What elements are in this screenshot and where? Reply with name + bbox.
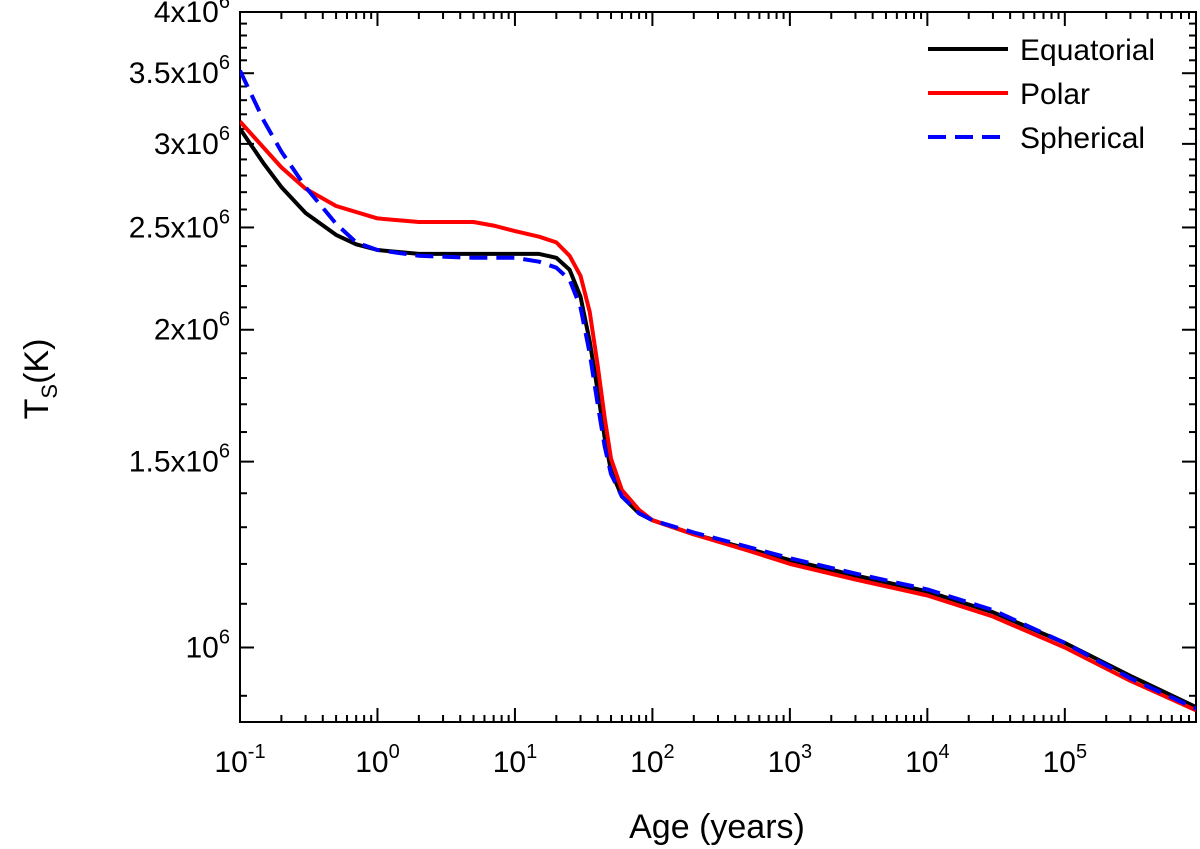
y-tick-label: 1.5x106 [129, 441, 230, 479]
y-axis-title-rest: (K) [18, 339, 56, 384]
x-tick-label: 100 [355, 741, 400, 779]
series-line-equatorial [240, 127, 1196, 709]
x-tick-label: 105 [1043, 741, 1088, 779]
y-tick-label: 2x106 [154, 309, 230, 347]
series-line-polar [240, 120, 1196, 713]
series-layer [240, 69, 1196, 713]
y-axis: 106 1.5x106 2x106 2.5x106 3x106 3.5x106 4x106 [129, 0, 1196, 697]
x-tick-label: 103 [768, 741, 813, 779]
legend-label-equatorial: Equatorial [1020, 34, 1155, 67]
y-axis-title: TS(K) [18, 339, 62, 420]
legend: Equatorial Polar Spherical [928, 34, 1155, 155]
x-axis-title: Age (years) [629, 808, 805, 846]
y-tick-label: 3x106 [154, 123, 230, 161]
y-axis-title-sub: S [37, 384, 62, 399]
plot-border [239, 11, 1197, 723]
y-tick-label: 2.5x106 [129, 206, 230, 244]
plot-frame [239, 11, 1197, 723]
legend-label-spherical: Spherical [1020, 122, 1145, 155]
x-tick-label: 102 [630, 741, 675, 779]
x-axis: 10-1 100 101 102 103 104 105 [214, 12, 1197, 779]
y-tick-label: 3.5x106 [129, 52, 230, 90]
series-line-spherical [240, 69, 1196, 711]
x-tick-label: 104 [905, 741, 950, 779]
y-axis-title-main: T [18, 399, 56, 420]
x-tick-label: 101 [493, 741, 538, 779]
y-tick-label: 106 [186, 626, 231, 664]
legend-label-polar: Polar [1020, 78, 1090, 111]
x-tick-label: 10-1 [214, 741, 265, 779]
y-tick-label: 4x106 [154, 0, 230, 29]
